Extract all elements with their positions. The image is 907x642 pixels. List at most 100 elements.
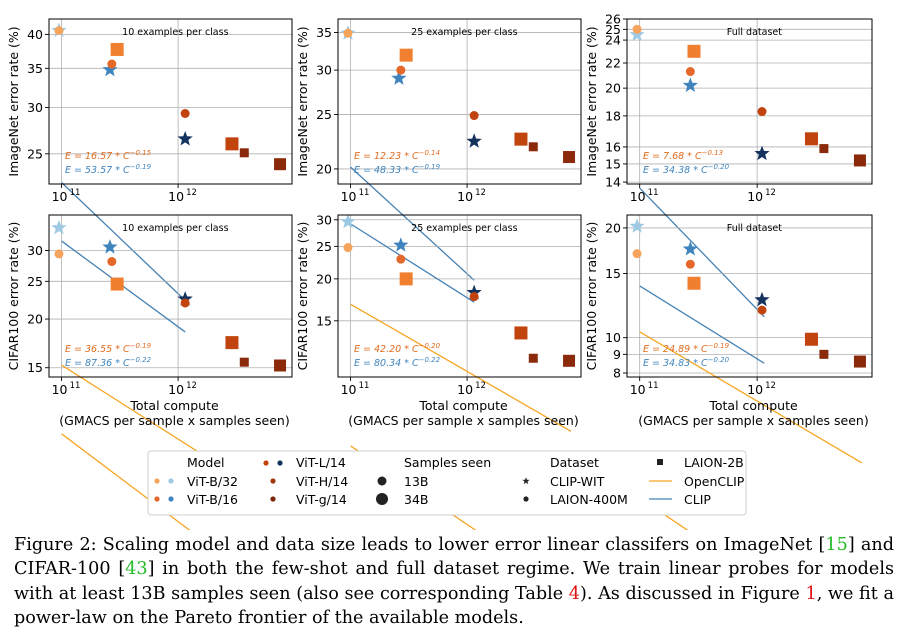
clip-equation: E = 80.34 * C−0.22 [354,356,441,369]
data-point-circle [685,67,695,77]
y-axis-label: ImageNet error rate (%) [584,26,599,176]
y-axis-label: CIFAR100 error rate (%) [295,222,310,371]
data-point-square [274,158,287,171]
data-point-circle [757,107,767,117]
legend-model-vit-b32: ViT-B/32 [187,474,238,489]
clip-equation: E = 34.83 * C−0.20 [643,356,730,369]
x-tick-exponent: 11 [359,381,370,391]
x-tick-exponent: 12 [186,188,197,198]
data-point-star [102,61,118,77]
caption-ref-15[interactable]: 15 [825,535,848,555]
data-point-square [225,336,239,350]
legend-dataset-laion-2b: LAION-2B [684,455,744,470]
y-tick-label: 35 [316,25,332,40]
legend-square-marker [657,459,663,465]
x-axis-label: (GMACS per sample x samples seen) [638,413,868,428]
clip-equation: E = 48.33 * C−0.19 [354,163,441,176]
x-tick-exponent: 12 [475,188,486,198]
y-tick-label: 8 [613,365,621,380]
y-tick-label: 20 [605,81,621,96]
x-axis-label: (GMACS per sample x samples seen) [348,413,578,428]
data-point-star [51,219,67,235]
y-tick-label: 15 [605,266,621,281]
data-point-square [804,132,818,146]
y-tick-label: 14 [605,175,621,190]
legend-box [147,450,747,516]
data-point-circle [343,28,353,38]
legend-size-34b [376,493,388,505]
x-tick-exponent: 11 [70,381,81,391]
openclip-equation: E = 12.23 * C−0.14 [354,149,440,162]
y-tick-label: 26 [605,12,621,27]
data-point-square [819,349,829,359]
data-point-star [682,241,698,256]
openclip-equation: E = 16.57 * C−0.15 [65,149,152,162]
data-point-square [853,355,866,368]
panel-annotation: 25 examples per class [411,27,517,38]
data-point-circle [632,249,642,259]
data-point-square [399,48,413,62]
data-point-square [819,144,829,154]
x-tick-label: 10 [630,189,646,204]
data-point-square [399,272,413,286]
legend-dot-b16-blue [168,496,174,502]
caption-ref-table-4[interactable]: 4 [568,583,580,604]
legend-dot-g14 [270,496,276,502]
data-point-star [629,26,645,42]
data-point-circle [180,298,190,308]
caption-ref-43[interactable]: 43 [125,559,148,580]
legend-dot-l14-blue [277,460,283,466]
data-point-star [466,284,482,300]
legend-size-13b [377,476,387,486]
x-tick-label: 10 [457,189,473,204]
figure: 25 30 35 40 10 11 10 12 ImageNet error rate (%) 1… [6,12,873,642]
plot-frame [48,18,293,185]
caption-ref-figure-1[interactable]: 1 [805,583,817,604]
legend-dataset-laion-400m: LAION-400M [550,492,628,507]
data-point-square [225,137,239,151]
panel-annotation: 10 examples per class [122,223,228,234]
y-axis-label: ImageNet error rate (%) [6,26,21,176]
data-point-star [629,218,645,233]
x-tick-label: 10 [630,382,646,397]
data-point-circle [469,111,479,121]
data-point-circle [107,59,117,69]
legend-samples-header: Samples seen [404,455,491,470]
openclip-equation: E = 42.20 * C−0.20 [354,342,441,355]
y-axis-label: CIFAR100 error rate (%) [6,222,21,371]
legend-star-marker [522,477,530,485]
data-point-star [177,291,193,306]
y-tick-label: 30 [27,100,43,115]
data-point-circle [180,108,190,118]
legend-dot-b32-blue [168,478,174,484]
data-point-star [177,131,193,146]
openclip-fit-line [350,303,572,432]
y-tick-label: 40 [27,27,43,42]
data-point-square [110,42,124,56]
clip-fit-line [350,223,475,303]
y-tick-label: 18 [605,108,621,123]
y-tick-label: 16 [605,139,621,154]
data-point-square [687,276,701,290]
x-tick-exponent: 11 [359,188,370,198]
x-tick-label: 10 [747,382,763,397]
x-tick-label: 10 [168,382,184,397]
data-point-square [514,132,528,146]
x-tick-label: 10 [52,189,68,204]
data-point-circle [469,292,479,302]
y-tick-label: 25 [605,22,621,37]
y-tick-label: 30 [27,243,43,258]
clip-equation: E = 34.38 * C−0.20 [643,163,730,176]
data-point-circle [343,243,353,253]
data-point-square [528,353,538,363]
legend-dot-b32-orange [154,478,160,484]
data-point-square [110,277,124,291]
y-tick-label: 9 [613,347,621,362]
x-tick-exponent: 12 [765,188,776,198]
legend-model-vit-g14: ViT-g/14 [296,492,347,507]
caption-text-2: ] and CIFAR-100 [ [14,535,894,580]
y-tick-label: 24 [605,33,621,48]
